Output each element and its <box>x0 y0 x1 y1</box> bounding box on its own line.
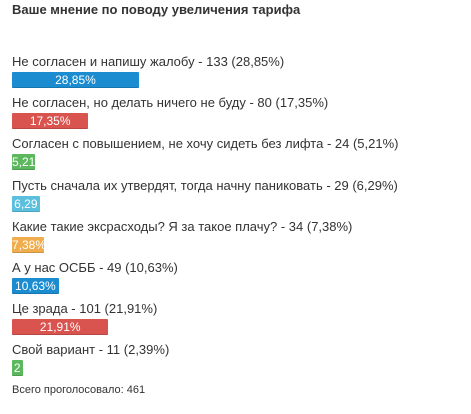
result-bar: 10,63% <box>12 278 59 294</box>
poll-title: Ваше мнение по поводу увеличения тарифа <box>12 2 301 17</box>
option-label: Какие такие эксрасходы? Я за такое плачу… <box>12 218 353 234</box>
poll-option: Согласен с повышением, не хочу сидеть бе… <box>12 136 462 171</box>
poll-option: Пусть сначала их утвердят, тогда начну п… <box>12 178 462 212</box>
option-label: А у нас ОСББ - 49 (10,63%) <box>12 260 178 275</box>
result-bar: 28,85% <box>12 72 139 88</box>
result-bar: 2 <box>12 360 23 377</box>
poll-option: Свой вариант - 11 (2,39%) 2 <box>12 342 462 377</box>
result-bar: 5,21 <box>12 154 35 171</box>
poll-option: Це зрада - 101 (21,91%) 21,91% <box>12 301 462 336</box>
poll-option: Какие такие эксрасходы? Я за такое плачу… <box>12 219 462 253</box>
result-bar: 21,91% <box>12 319 109 336</box>
result-bar: 6,29 <box>12 195 40 212</box>
poll-option: Не согласен и напишу жалобу - 133 (28,85… <box>12 54 462 88</box>
option-label: Свой вариант - 11 (2,39%) <box>12 342 170 358</box>
option-label: Це зрада - 101 (21,91%) <box>12 301 158 317</box>
option-label: Пусть сначала их утвердят, тогда начну п… <box>12 177 398 193</box>
result-bar: 7,38% <box>12 236 45 253</box>
poll-option: Не согласен, но делать ничего не буду - … <box>12 95 462 130</box>
option-label: Согласен с повышением, не хочу сидеть бе… <box>12 136 399 152</box>
poll-option: А у нас ОСББ - 49 (10,63%) 10,63% <box>12 260 462 294</box>
poll-footer: Всего проголосовало: 461 <box>12 384 146 396</box>
result-bar: 17,35% <box>12 113 89 130</box>
option-label: Не согласен и напишу жалобу - 133 (28,85… <box>12 54 285 69</box>
option-label: Не согласен, но делать ничего не буду - … <box>12 95 329 111</box>
